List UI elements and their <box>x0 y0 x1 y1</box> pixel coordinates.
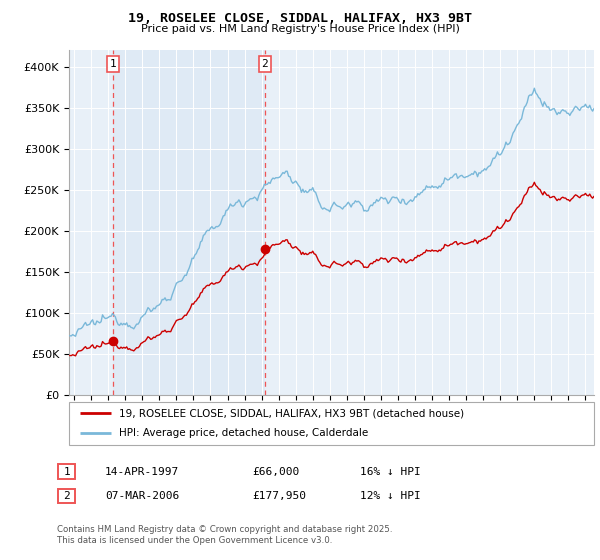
Text: 2: 2 <box>262 59 268 69</box>
Text: 2: 2 <box>63 491 70 501</box>
Text: 14-APR-1997: 14-APR-1997 <box>105 466 179 477</box>
Text: 1: 1 <box>63 466 70 477</box>
Text: HPI: Average price, detached house, Calderdale: HPI: Average price, detached house, Cald… <box>119 428 368 438</box>
Text: 19, ROSELEE CLOSE, SIDDAL, HALIFAX, HX3 9BT (detached house): 19, ROSELEE CLOSE, SIDDAL, HALIFAX, HX3 … <box>119 408 464 418</box>
Text: 07-MAR-2006: 07-MAR-2006 <box>105 491 179 501</box>
Text: Price paid vs. HM Land Registry's House Price Index (HPI): Price paid vs. HM Land Registry's House … <box>140 24 460 34</box>
Text: 19, ROSELEE CLOSE, SIDDAL, HALIFAX, HX3 9BT: 19, ROSELEE CLOSE, SIDDAL, HALIFAX, HX3 … <box>128 12 472 25</box>
Text: 16% ↓ HPI: 16% ↓ HPI <box>360 466 421 477</box>
Text: £177,950: £177,950 <box>252 491 306 501</box>
Bar <box>113 50 265 395</box>
Text: £66,000: £66,000 <box>252 466 299 477</box>
Text: Contains HM Land Registry data © Crown copyright and database right 2025.
This d: Contains HM Land Registry data © Crown c… <box>57 525 392 545</box>
Text: 12% ↓ HPI: 12% ↓ HPI <box>360 491 421 501</box>
Text: 1: 1 <box>110 59 116 69</box>
